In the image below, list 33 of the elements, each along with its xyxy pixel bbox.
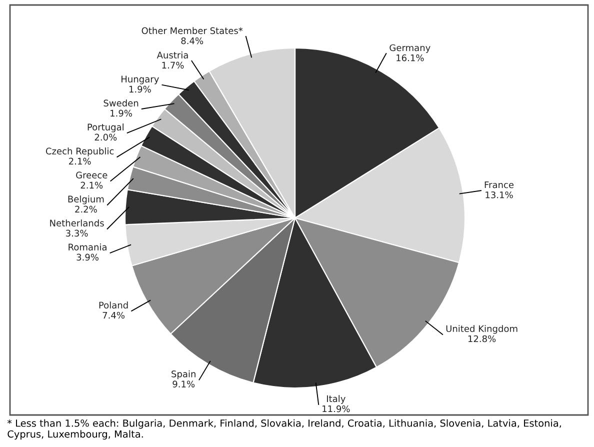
data-label: 2.0% — [94, 134, 117, 141]
slice-label: Austria — [156, 52, 188, 58]
slice-label: Spain — [172, 370, 196, 380]
slice-label: Czech Republic — [46, 148, 114, 156]
slice-label: Hungary — [122, 76, 159, 84]
data-label: 1.9% — [129, 86, 151, 93]
data-label: 13.1% — [486, 191, 513, 198]
slice-label: Poland — [99, 302, 128, 309]
data-label: 1.9% — [110, 110, 132, 117]
data-label: 2.2% — [75, 206, 97, 213]
slice-label: Portugal — [88, 124, 124, 132]
data-label: 9.1% — [172, 380, 195, 388]
data-label: 16.1% — [396, 54, 424, 62]
text: * Less than 1.5% each: Bulgaria, Denmark, Finland, Slovakia, Ireland, Croatia, Lithuania, Slovenia, Latvia, Estonia, Cyprus, Luxembourg, Malta. — [7, 419, 562, 440]
data-label: 8.4% — [181, 37, 204, 44]
slice-label: Sweden — [104, 100, 138, 106]
slice-label: Italy — [327, 395, 346, 404]
slice-label: Belgium — [68, 196, 104, 204]
slice-label: France — [484, 181, 514, 188]
data-label: 12.8% — [468, 335, 496, 342]
data-label: 2.1% — [80, 182, 103, 189]
data-label: 11.9% — [322, 405, 350, 412]
slice-label: Romania — [68, 244, 106, 250]
slice-label: Other Member States* — [142, 27, 243, 34]
data-label: 1.7% — [162, 62, 184, 69]
slice-label: United Kingdom — [446, 325, 518, 334]
data-label: 7.4% — [102, 312, 124, 319]
data-label: 2.1% — [69, 158, 91, 165]
slice-label: Germany — [390, 44, 430, 53]
data-label: 3.3% — [66, 230, 88, 237]
slice-label: Greece — [76, 172, 108, 178]
data-label: 3.9% — [76, 254, 99, 261]
slice-label: Netherlands — [50, 220, 104, 226]
